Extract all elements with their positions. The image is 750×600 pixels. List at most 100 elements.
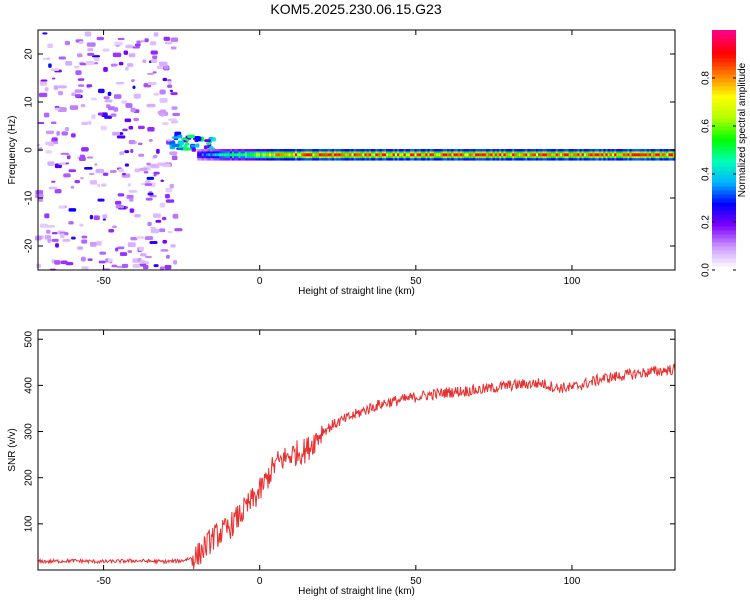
spectrogram-cell — [181, 138, 187, 141]
spectrogram-cell — [119, 252, 128, 257]
spectrogram-cell — [570, 153, 574, 157]
spectrogram-cell — [614, 153, 617, 157]
spectrogram-cell — [433, 153, 437, 157]
spectrogram-cell — [490, 153, 494, 157]
colorbar-swatch — [712, 242, 736, 247]
spectrogram-cell — [644, 153, 648, 157]
spectrogram-cell — [43, 112, 50, 118]
spectrogram-cell — [89, 241, 97, 247]
spectrogram-cell — [93, 215, 100, 220]
spectrogram-cell — [165, 193, 170, 199]
spectrogram-cell — [107, 258, 113, 262]
snr-ticks: -50 0 50 100 100 200 300 400 500 — [24, 330, 675, 587]
spectrogram-cell — [342, 153, 346, 157]
spectrogram-cell — [638, 153, 641, 157]
colorbar-tick-label: 0.8 — [701, 71, 712, 85]
spectrogram-cell — [40, 79, 48, 82]
y-tick-label: 100 — [24, 515, 35, 532]
y-tick-label: 500 — [24, 330, 35, 347]
spectrogram-cell — [297, 153, 300, 157]
colorbar-swatch — [712, 214, 736, 219]
spectrogram-cell — [172, 112, 180, 116]
spectrogram-cell — [54, 260, 61, 265]
spectrogram-cell — [225, 153, 229, 157]
spectrogram-cell — [403, 153, 407, 157]
spectrogram-cell — [44, 213, 50, 219]
spectrogram-cell — [401, 153, 405, 157]
spectrogram-cell — [657, 153, 661, 157]
colorbar-swatch — [712, 258, 736, 263]
spectrogram-cell — [152, 55, 158, 59]
spectrogram-cell — [457, 153, 461, 157]
spectrogram-cell — [438, 153, 442, 157]
spectrogram-cell — [133, 117, 139, 122]
spectrogram-cell — [464, 153, 468, 157]
spectrogram-cell — [177, 134, 183, 139]
spectrogram-cell — [55, 243, 59, 248]
colorbar-swatch — [712, 126, 736, 131]
colorbar-swatch — [712, 262, 736, 267]
spectrogram-cell — [187, 134, 195, 139]
spectrogram-cell — [38, 197, 44, 202]
spectrogram-cell — [370, 153, 374, 157]
spectrogram-cell — [170, 244, 176, 248]
spectrogram-cell — [536, 153, 539, 157]
spectrogram-cell — [303, 153, 307, 157]
colorbar-swatch — [712, 210, 736, 215]
snr-x-axis-label: Height of straight line (km) — [298, 586, 415, 597]
spectrogram-cell — [125, 103, 133, 108]
spectrogram-cell — [150, 228, 160, 234]
colorbar-swatch — [712, 142, 736, 147]
spectrogram-cell — [299, 153, 303, 157]
spectrogram-cell — [132, 85, 136, 90]
colorbar-swatch — [712, 186, 736, 191]
spectrogram-cell — [75, 70, 82, 75]
spectrogram-cell — [56, 131, 60, 136]
spectrogram-cell — [165, 199, 175, 203]
spectrogram-cell — [149, 240, 158, 245]
spectrogram-cell — [592, 153, 596, 157]
spectrogram-cell — [84, 31, 92, 37]
spectrogram-cell — [86, 42, 96, 47]
spectrogram-cell — [420, 153, 424, 157]
spectrogram-cell — [635, 153, 639, 157]
spectrogram-cell — [81, 239, 88, 244]
spectrogram-cell — [115, 247, 119, 252]
spectrogram-cell — [45, 150, 52, 154]
spectrogram-cell — [310, 153, 313, 157]
spectrogram-cell — [147, 192, 154, 196]
spectrogram-cell — [146, 176, 155, 180]
spectrogram-cell — [353, 153, 357, 157]
spectrogram-cell — [116, 135, 126, 139]
spectrogram-cell — [249, 153, 253, 157]
spectrogram-cell — [132, 263, 141, 268]
spectrogram-cell — [46, 229, 51, 234]
spectrogram-cell — [294, 153, 298, 157]
spectrogram-cell — [271, 153, 274, 157]
spectrogram-cell — [512, 153, 515, 157]
spectrogram-cell — [45, 141, 54, 146]
colorbar-swatch — [712, 146, 736, 151]
spectrogram-cell — [318, 153, 322, 157]
spectrogram-cell — [155, 219, 162, 223]
spectrogram-cell — [355, 153, 359, 157]
colorbar-swatch — [712, 62, 736, 67]
spectrogram-cell — [169, 183, 174, 189]
spectrogram-cell — [494, 153, 498, 157]
spectrogram-cell — [149, 164, 159, 167]
spectrogram-cell — [666, 153, 670, 157]
spectrogram-cell — [50, 121, 57, 125]
colorbar-swatch — [712, 222, 736, 227]
spectrogram-cell — [531, 153, 535, 157]
spectrogram-cell — [171, 155, 178, 161]
snr-y-axis-label: SNR (v/v) — [7, 428, 18, 471]
spectrogram-cell — [96, 36, 104, 41]
spectrogram-cell — [169, 89, 174, 93]
spectrogram-cell — [661, 153, 665, 157]
spectrogram-cell — [117, 193, 125, 197]
y-tick-label: 300 — [24, 423, 35, 440]
spectrogram-cell — [159, 228, 166, 233]
spectrogram-cell — [165, 188, 173, 193]
spectrogram-cell — [114, 200, 122, 205]
spectrogram-cell — [631, 153, 635, 157]
